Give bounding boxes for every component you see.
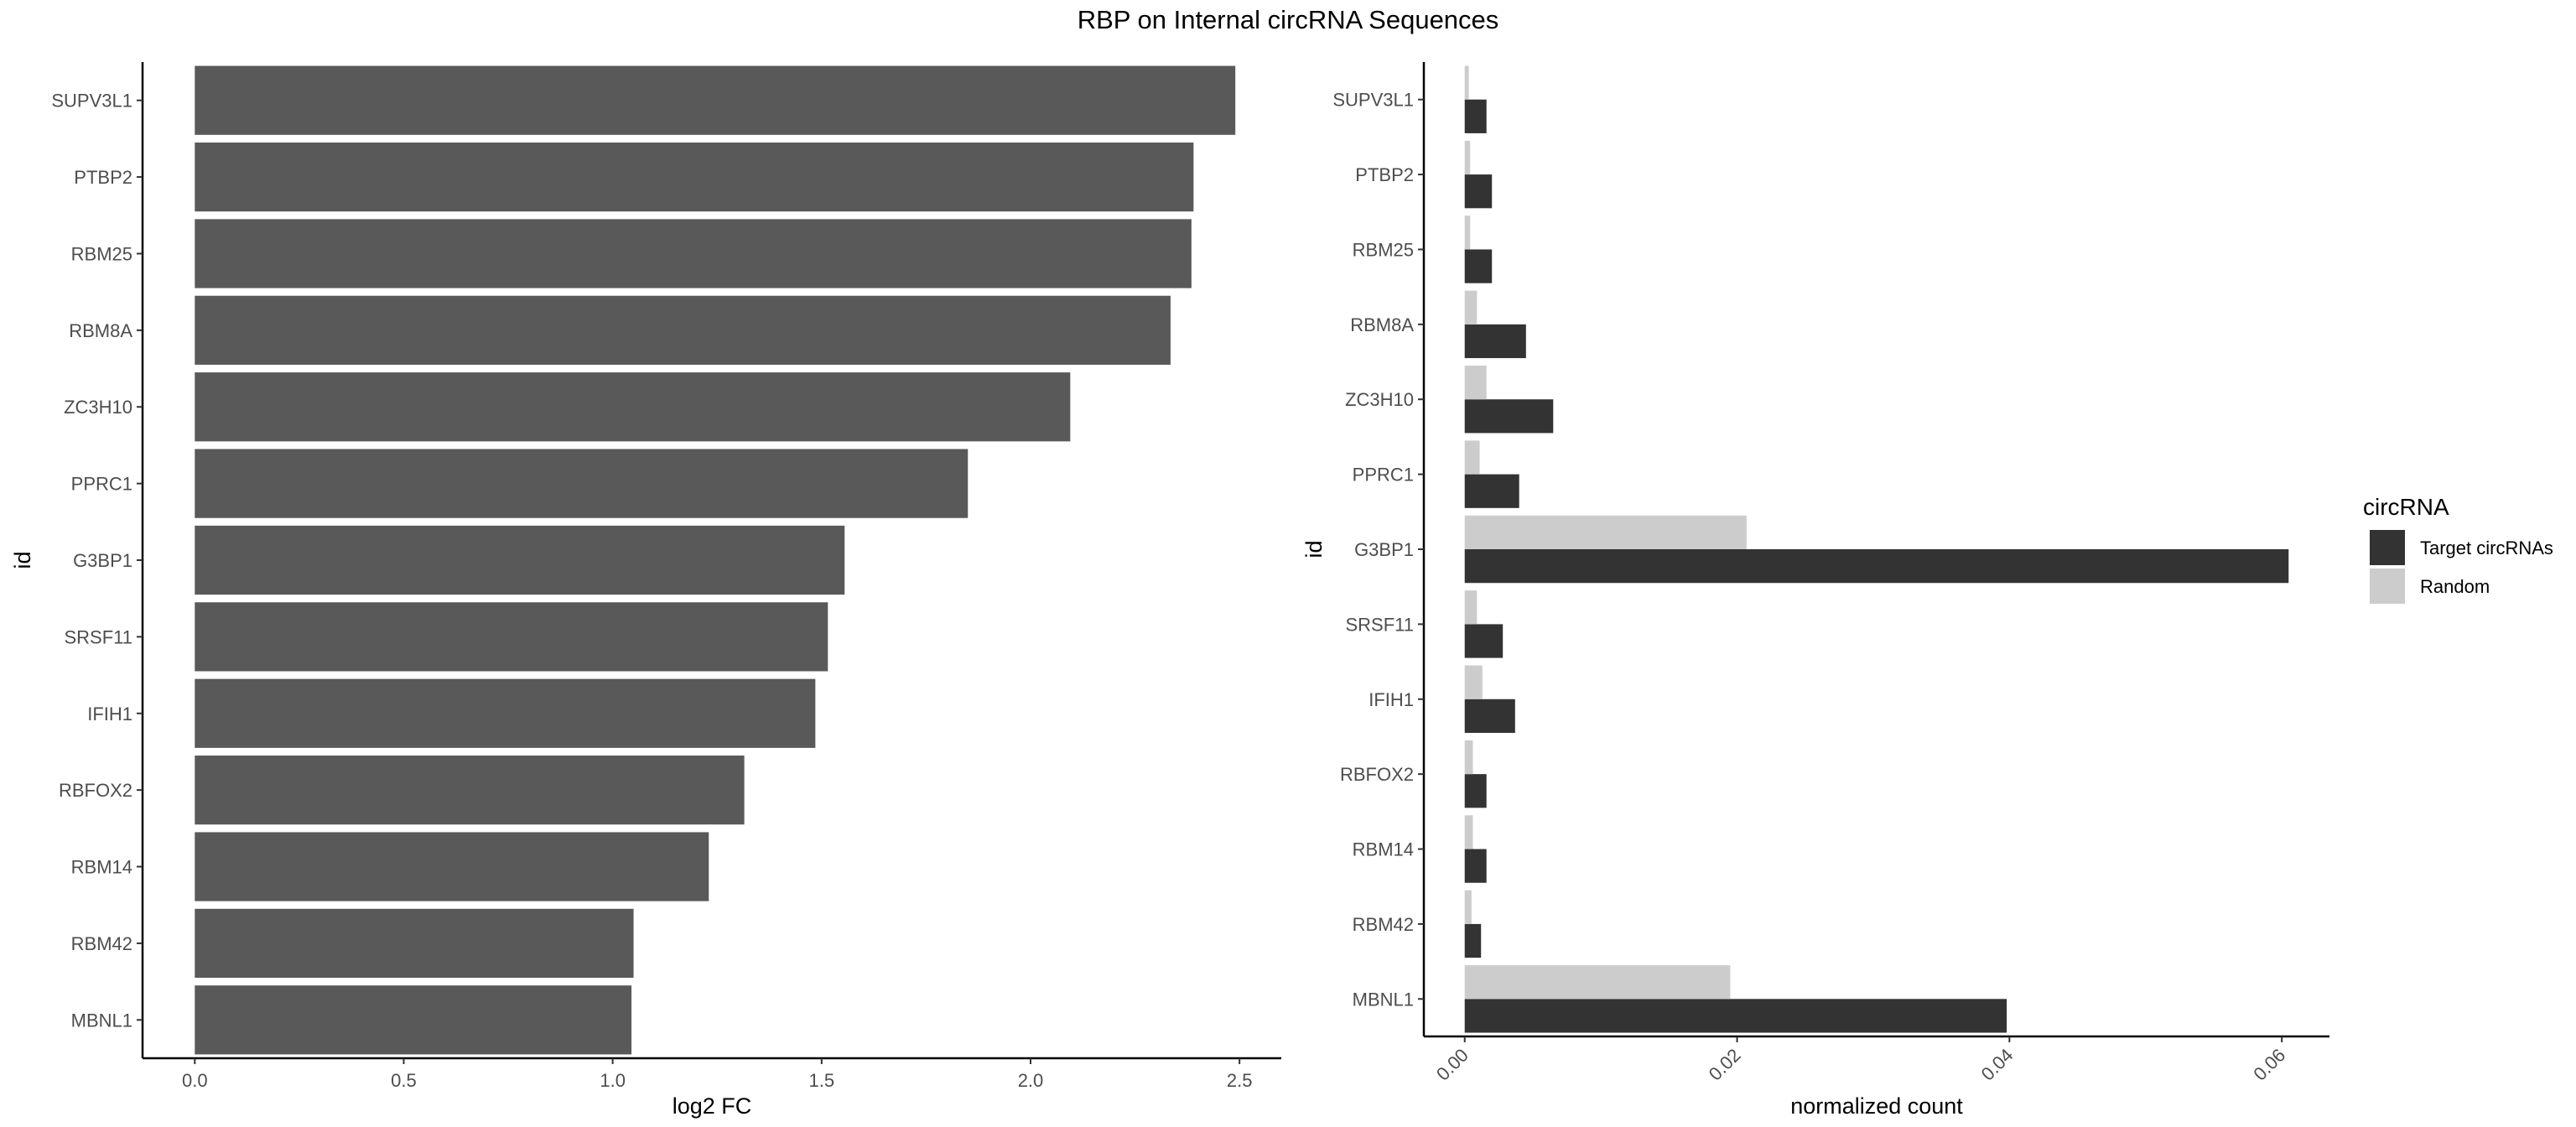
bar-rbm25 — [195, 219, 1192, 288]
legend-title: circRNA — [2363, 494, 2449, 520]
x-tick-label: 0.02 — [1705, 1045, 1745, 1085]
x-tick-label: 0.00 — [1432, 1045, 1472, 1085]
y-tick-label-ptbp2: PTBP2 — [1355, 164, 1414, 185]
bar-target-circrnas-rbfox2 — [1464, 774, 1487, 808]
y-tick-label-supv3l1: SUPV3L1 — [1332, 90, 1414, 111]
bar-target-circrnas-rbm25 — [1464, 249, 1493, 283]
bar-target-circrnas-pprc1 — [1464, 474, 1519, 508]
x-axis-title: log2 FC — [673, 1093, 752, 1119]
bar-rbm8a — [195, 295, 1171, 365]
bar-random-rbm14 — [1464, 815, 1473, 849]
y-tick-label-mbnl1: MBNL1 — [1353, 989, 1414, 1010]
x-tick-label: 0.06 — [2249, 1045, 2289, 1085]
y-axis-title: id — [10, 551, 35, 569]
bar-target-circrnas-zc3h10 — [1464, 399, 1554, 434]
y-tick-label-ptbp2: PTBP2 — [74, 167, 132, 188]
y-tick-label-g3bp1: G3BP1 — [73, 550, 132, 571]
bar-random-rbm25 — [1464, 216, 1471, 250]
x-tick-label: 0.0 — [182, 1070, 208, 1091]
y-tick-label-ifih1: IFIH1 — [1368, 689, 1414, 710]
bar-pprc1 — [195, 449, 969, 518]
bar-random-g3bp1 — [1464, 515, 1747, 549]
bar-mbnl1 — [195, 985, 632, 1055]
bar-zc3h10 — [195, 372, 1071, 442]
bar-target-circrnas-supv3l1 — [1464, 99, 1487, 133]
y-tick-label-rbm8a: RBM8A — [1350, 314, 1414, 335]
bar-random-srsf11 — [1464, 590, 1478, 625]
y-tick-label-rbm14: RBM14 — [1353, 839, 1414, 860]
bar-random-ifih1 — [1464, 665, 1483, 699]
legend-swatch-target-circrnas — [2370, 530, 2405, 565]
x-tick-label: 2.5 — [1227, 1070, 1253, 1091]
y-tick-label-zc3h10: ZC3H10 — [64, 397, 132, 418]
y-tick-label-ifih1: IFIH1 — [87, 704, 132, 724]
bar-target-circrnas-rbm14 — [1464, 849, 1487, 883]
bar-target-circrnas-ifih1 — [1464, 699, 1515, 733]
bar-random-mbnl1 — [1464, 965, 1731, 1000]
x-tick-label: 1.5 — [809, 1070, 835, 1091]
bar-supv3l1 — [195, 65, 1236, 135]
bar-g3bp1 — [195, 525, 845, 595]
legend-swatch-random — [2370, 569, 2405, 604]
bar-srsf11 — [195, 602, 828, 672]
y-tick-label-rbm42: RBM42 — [71, 933, 132, 954]
bar-random-rbfox2 — [1464, 740, 1473, 775]
y-tick-label-pprc1: PPRC1 — [1353, 465, 1414, 486]
y-tick-label-zc3h10: ZC3H10 — [1345, 389, 1414, 410]
x-tick-label: 2.0 — [1018, 1070, 1044, 1091]
y-tick-label-g3bp1: G3BP1 — [1354, 539, 1414, 560]
bar-random-rbm8a — [1464, 290, 1478, 325]
y-tick-label-rbm14: RBM14 — [71, 857, 132, 878]
bar-rbm42 — [195, 908, 634, 979]
y-tick-label-pprc1: PPRC1 — [71, 474, 132, 495]
y-tick-label-supv3l1: SUPV3L1 — [51, 91, 132, 112]
x-tick-label: 0.04 — [1977, 1045, 2018, 1085]
normalized-count-panel: SUPV3L1 PTBP2 RBM25 RBM8A ZC3H10 PPRC1 G3BP1 SR… — [1301, 62, 2329, 1119]
y-tick-label-rbm42: RBM42 — [1353, 914, 1414, 935]
y-tick-label-mbnl1: MBNL1 — [71, 1010, 132, 1031]
legend: circRNA Target circRNAs Random — [2363, 494, 2553, 604]
y-tick-label-srsf11: SRSF11 — [1345, 614, 1414, 635]
log2fc-panel: SUPV3L1 PTBP2 RBM25 RBM8A ZC3H10 PPRC1 G3BP1 SR… — [10, 62, 1281, 1119]
legend-label-random: Random — [2420, 576, 2490, 597]
chart-title: RBP on Internal circRNA Sequences — [1078, 5, 1499, 34]
bar-ptbp2 — [195, 142, 1194, 212]
y-tick-label-rbm8a: RBM8A — [69, 320, 132, 341]
x-tick-label: 0.5 — [391, 1070, 417, 1091]
bar-target-circrnas-rbm8a — [1464, 324, 1526, 359]
y-tick-label-rbm25: RBM25 — [71, 243, 132, 264]
bar-random-supv3l1 — [1464, 65, 1469, 100]
y-tick-label-rbfox2: RBFOX2 — [1340, 764, 1414, 785]
bar-rbm14 — [195, 832, 709, 901]
y-axis-title: id — [1301, 540, 1327, 558]
bar-target-circrnas-srsf11 — [1464, 624, 1504, 658]
y-tick-label-rbm25: RBM25 — [1353, 239, 1414, 260]
bar-random-ptbp2 — [1464, 140, 1471, 175]
bar-target-circrnas-rbm42 — [1464, 923, 1482, 958]
bar-random-zc3h10 — [1464, 366, 1487, 400]
bar-target-circrnas-ptbp2 — [1464, 174, 1493, 209]
bar-ifih1 — [195, 678, 816, 748]
bar-random-rbm42 — [1464, 890, 1472, 924]
bar-rbfox2 — [195, 756, 745, 825]
bar-target-circrnas-g3bp1 — [1464, 549, 2289, 584]
x-tick-label: 1.0 — [600, 1070, 626, 1091]
y-tick-label-rbfox2: RBFOX2 — [59, 780, 132, 801]
bar-random-pprc1 — [1464, 440, 1480, 475]
legend-label-target-circrnas: Target circRNAs — [2420, 538, 2553, 558]
x-axis-title: normalized count — [1790, 1093, 1963, 1119]
bar-target-circrnas-mbnl1 — [1464, 999, 2007, 1033]
y-tick-label-srsf11: SRSF11 — [64, 626, 132, 647]
